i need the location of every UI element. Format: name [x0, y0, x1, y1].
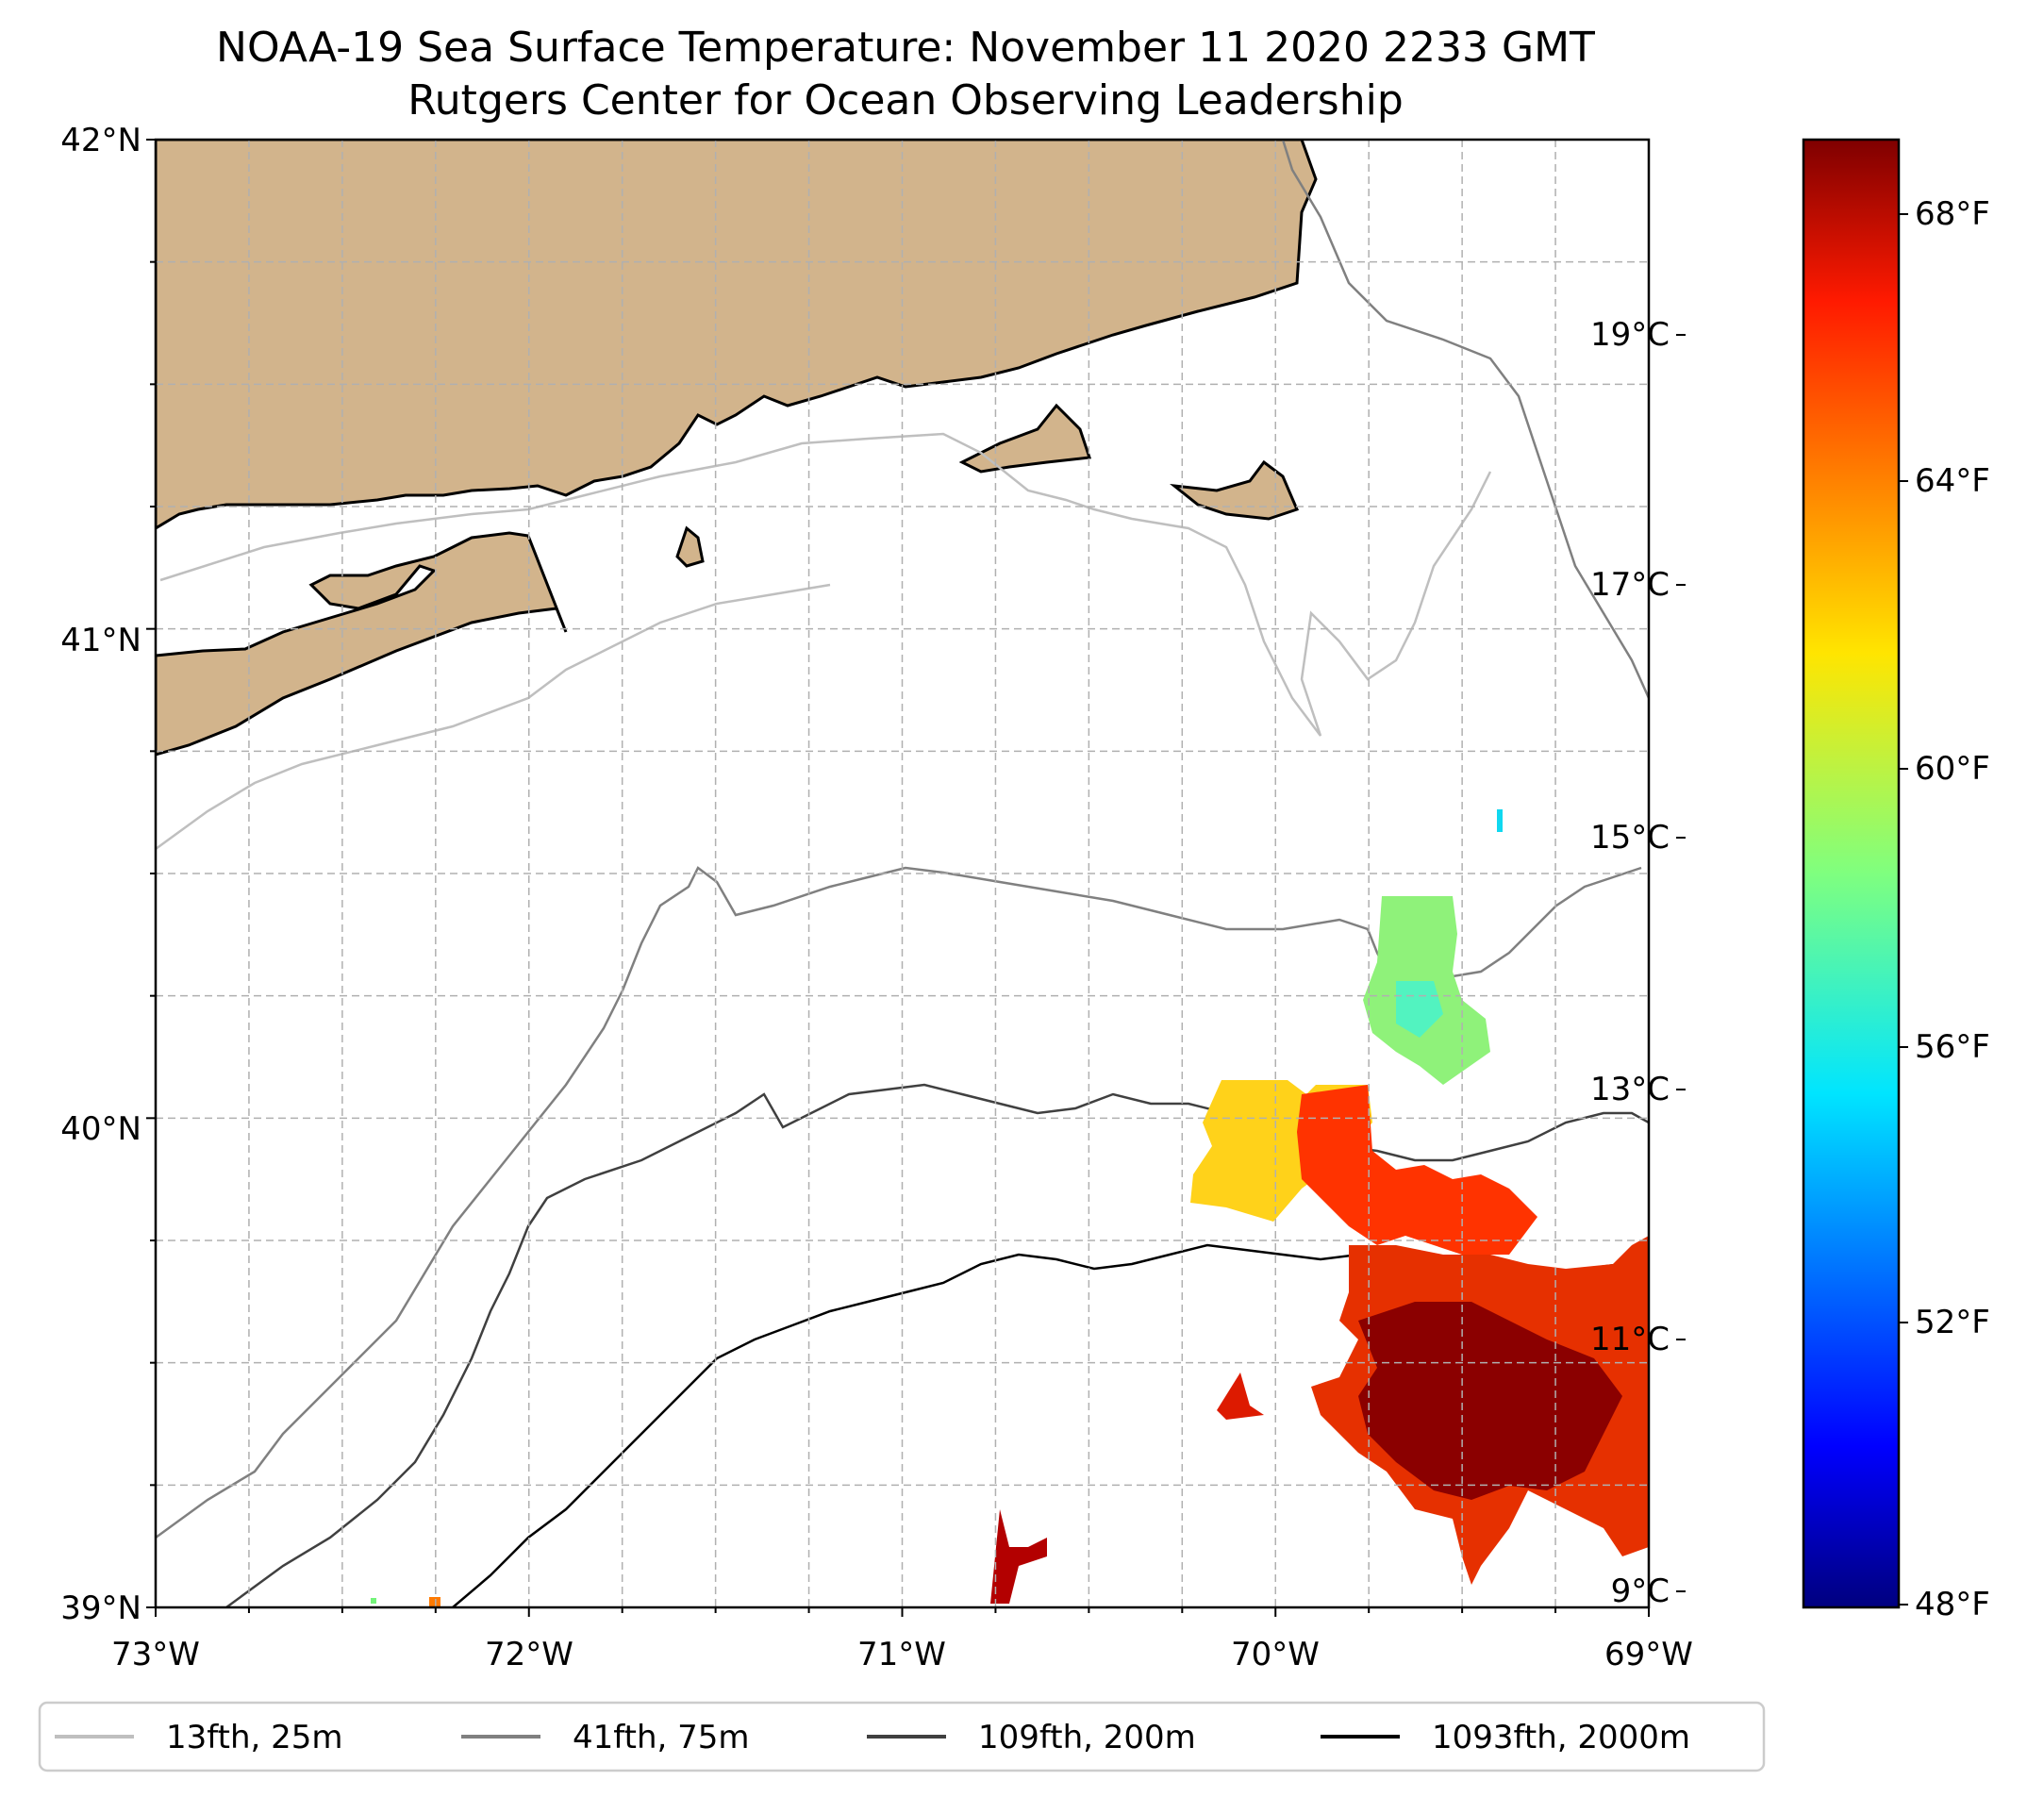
- marthas-vineyard: [958, 403, 1092, 474]
- cbar-c-9: 9°C: [1611, 1572, 1670, 1610]
- contour-25m-b: [156, 583, 831, 851]
- map-title: NOAA-19 Sea Surface Temperature: Novembe…: [216, 24, 1595, 72]
- cbar-c-17: 17°C: [1590, 566, 1670, 604]
- contour-200m: [225, 1083, 1649, 1607]
- cbar-c-13: 13°C: [1590, 1071, 1670, 1108]
- cbar-c-19: 19°C: [1590, 316, 1670, 354]
- map-gridlines: [156, 140, 1649, 1607]
- cbar-f-56: 56°F: [1915, 1028, 1990, 1066]
- cbar-f-68: 68°F: [1915, 195, 1990, 233]
- cbar-f-48: 48°F: [1915, 1586, 1990, 1623]
- nantucket: [1170, 459, 1300, 521]
- legend-label-200m: 109fth, 200m: [978, 1719, 1196, 1756]
- sst-patch-south-small: [990, 1509, 1047, 1604]
- sst-dot-orange: [429, 1597, 440, 1607]
- legend-label-25m: 13fth, 25m: [166, 1719, 343, 1756]
- cbar-c-15: 15°C: [1590, 819, 1670, 857]
- cbar-f-52: 52°F: [1915, 1304, 1990, 1341]
- lon-label-69: 69°W: [1604, 1636, 1693, 1673]
- lon-label-70: 70°W: [1231, 1636, 1320, 1673]
- contour-75m-upper: [1281, 140, 1649, 699]
- block-island: [675, 525, 705, 568]
- legend-label-75m: 41fth, 75m: [573, 1719, 750, 1756]
- cbar-f-60: 60°F: [1915, 750, 1990, 788]
- lat-label-40: 40°N: [60, 1110, 141, 1148]
- colorbar-ticks: [1676, 213, 1908, 1606]
- sst-data-patches: [371, 809, 1649, 1607]
- cbar-f-64: 64°F: [1915, 462, 1990, 500]
- lat-label-41: 41°N: [60, 622, 141, 659]
- map-subtitle: Rutgers Center for Ocean Observing Leade…: [407, 76, 1404, 125]
- cbar-c-11: 11°C: [1590, 1321, 1670, 1358]
- lat-label-39: 39°N: [60, 1589, 141, 1627]
- lon-label-73: 73°W: [111, 1636, 200, 1673]
- legend-item-2000m: 1093fth, 2000m: [1321, 1719, 1690, 1756]
- mainland-coast: [156, 140, 1318, 530]
- land-masses: [156, 140, 1318, 757]
- colorbar: [1802, 138, 1901, 1609]
- sst-patch-dark-red: [1358, 1302, 1622, 1500]
- sst-patch-mid-red: [1297, 1085, 1537, 1255]
- map-ticks: [146, 139, 1650, 1617]
- sst-patch-small-west: [1217, 1373, 1264, 1420]
- lon-label-72: 72°W: [485, 1636, 573, 1673]
- legend-label-2000m: 1093fth, 2000m: [1432, 1719, 1690, 1756]
- legend-item-75m: 41fth, 75m: [461, 1719, 750, 1756]
- legend-item-200m: 109fth, 200m: [867, 1719, 1196, 1756]
- lon-label-71: 71°W: [857, 1636, 946, 1673]
- lat-label-42: 42°N: [60, 122, 141, 159]
- long-island: [156, 531, 568, 757]
- legend-item-25m: 13fth, 25m: [55, 1719, 343, 1756]
- sst-dot-green: [371, 1598, 376, 1604]
- sst-dot-cyan: [1497, 809, 1503, 832]
